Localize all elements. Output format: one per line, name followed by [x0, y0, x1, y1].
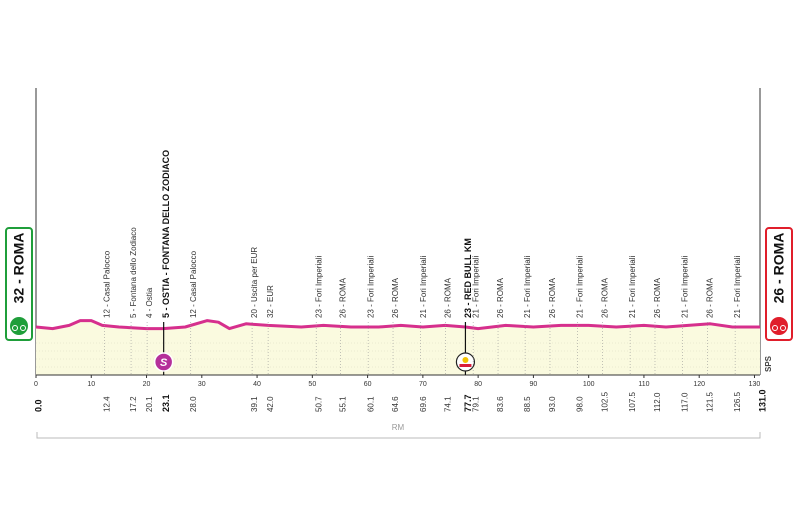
- waypoint-name: 26 - ROMA: [339, 277, 348, 318]
- waypoint-name: 12 - Casal Palocco: [189, 250, 198, 318]
- x-tick-label: 100: [583, 381, 595, 388]
- waypoint-name: 26 - ROMA: [548, 277, 557, 318]
- profile-area: [36, 320, 760, 375]
- waypoint-name: 32 - EUR: [266, 285, 275, 318]
- waypoint-name: 4 - Ostia: [145, 287, 154, 318]
- waypoint-name: 21 - Fori Imperiali: [523, 256, 532, 318]
- finish-km: 131.0: [757, 389, 767, 412]
- waypoint-km: 42.0: [266, 396, 275, 412]
- x-tick-label: 130: [749, 381, 761, 388]
- waypoint-km: 79.1: [471, 396, 480, 412]
- waypoint-km: 17.2: [129, 396, 138, 412]
- waypoint-name: 23 - RED BULL KM: [463, 238, 473, 318]
- start-wheel-b: [20, 325, 26, 331]
- waypoint-km: 12.4: [103, 396, 112, 412]
- start-box: [5, 227, 33, 341]
- region-label: RM: [392, 423, 405, 432]
- x-tick-label: 30: [198, 381, 206, 388]
- profile-line: [35, 319, 760, 331]
- waypoint-km: 102.5: [601, 391, 610, 412]
- waypoint-km: 39.1: [250, 396, 259, 412]
- waypoint-km: 112.0: [653, 392, 662, 412]
- start-name: 32 - ROMA: [11, 233, 27, 304]
- waypoint-km: 98.0: [576, 396, 585, 412]
- waypoint-km: 55.1: [339, 396, 348, 412]
- logo: SPS: [764, 355, 773, 372]
- waypoint-name: 21 - Fori Imperiali: [471, 256, 480, 318]
- redbull-text: [459, 364, 472, 367]
- waypoint-km: 50.7: [314, 396, 323, 412]
- finish-wheel-b: [780, 325, 786, 331]
- x-tick-label: 10: [87, 381, 95, 388]
- start-icon: [10, 317, 28, 335]
- waypoint-km: 60.1: [366, 396, 375, 412]
- x-tick-label: 70: [419, 381, 427, 388]
- waypoint-km: 20.1: [145, 396, 154, 412]
- waypoint-name: 21 - Fori Imperiali: [681, 256, 690, 318]
- waypoint-name: 23 - Fori Imperiali: [366, 256, 375, 318]
- waypoint-name: 20 - Uscita per EUR: [250, 247, 259, 318]
- waypoint-name: 23 - Fori Imperiali: [314, 256, 323, 318]
- waypoint-km: 117.0: [681, 392, 690, 412]
- x-tick-label: 50: [308, 381, 316, 388]
- waypoint-km: 107.5: [628, 391, 637, 412]
- waypoint-name: 12 - Casal Palocco: [103, 250, 112, 318]
- x-tick-label: 40: [253, 381, 261, 388]
- redbull-sun: [462, 357, 469, 363]
- waypoint-km: 74.1: [444, 396, 453, 412]
- x-tick-label: 0: [34, 381, 38, 388]
- waypoint-km: 23.1: [161, 394, 171, 412]
- waypoint-km: 121.5: [706, 391, 715, 412]
- x-tick-label: 80: [474, 381, 482, 388]
- finish-icon: [770, 317, 788, 335]
- waypoint-name: 21 - Fori Imperiali: [733, 256, 742, 318]
- waypoint-name: 26 - ROMA: [496, 277, 505, 318]
- waypoint-name: 5 - OSTIA - FONTANA DELLO ZODIACO: [161, 150, 171, 318]
- waypoint-km: 77.7: [463, 394, 473, 412]
- waypoint-name: 26 - ROMA: [601, 277, 610, 318]
- waypoint-km: 126.5: [733, 391, 742, 412]
- waypoint-name: 21 - Fori Imperiali: [576, 256, 585, 318]
- waypoint-km: 64.6: [391, 396, 400, 412]
- waypoint-km: 83.6: [496, 396, 505, 412]
- start-km: 0.0: [33, 399, 43, 412]
- finish-wheel-a: [772, 325, 778, 331]
- x-tick-label: 90: [530, 381, 538, 388]
- waypoint-name: 26 - ROMA: [653, 277, 662, 318]
- x-tick-label: 110: [638, 381, 649, 388]
- start-wheel-a: [12, 325, 18, 331]
- waypoint-name: 26 - ROMA: [444, 277, 453, 318]
- waypoint-km: 93.0: [548, 396, 557, 412]
- finish-box: [765, 227, 793, 341]
- waypoint-km: 28.0: [189, 396, 198, 412]
- waypoint-name: 26 - ROMA: [391, 277, 400, 318]
- waypoint-km: 88.5: [523, 396, 532, 412]
- waypoint-name: 21 - Fori Imperiali: [628, 256, 637, 318]
- waypoint-name: 5 - Fontana dello Zodiaco: [129, 227, 138, 318]
- region-bracket: [36, 432, 761, 439]
- sprint-icon: [153, 352, 174, 372]
- x-tick-label: 120: [693, 381, 705, 388]
- x-tick-label: 20: [143, 381, 151, 388]
- waypoint-name: 21 - Fori Imperiali: [419, 256, 428, 318]
- x-tick-label: 60: [364, 381, 372, 388]
- waypoint-km: 69.6: [419, 396, 428, 412]
- finish-name: 26 - ROMA: [771, 233, 787, 304]
- sprint-icon-letter: S: [160, 357, 168, 369]
- waypoint-name: 26 - ROMA: [706, 277, 715, 318]
